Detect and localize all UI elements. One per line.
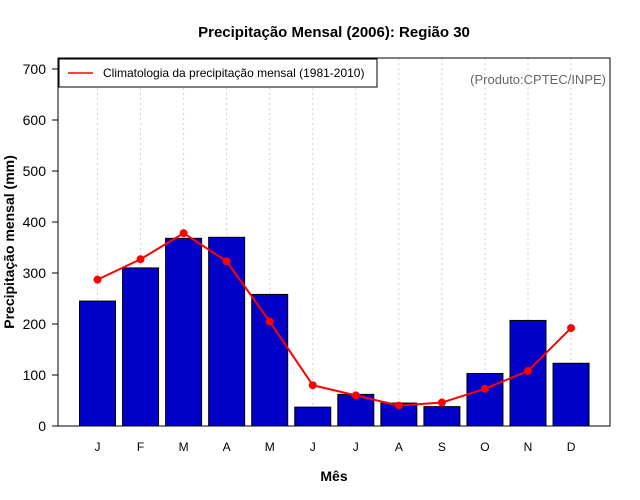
- x-tick-label: J: [95, 440, 101, 454]
- bar-7: [337, 393, 375, 427]
- y-axis: 0 100 200 300 400 500 600 700: [23, 61, 58, 434]
- bar-1: [79, 300, 116, 427]
- bar-10: [466, 372, 504, 427]
- bar-6: [294, 406, 332, 427]
- y-tick-label: 400: [23, 214, 47, 230]
- bar-2: [122, 267, 160, 427]
- legend: Climatologia da precipitação mensal (198…: [58, 58, 378, 88]
- bar-4: [208, 236, 246, 427]
- x-tick-label: F: [137, 440, 144, 454]
- bars: [79, 236, 590, 427]
- legend-entry-climatology: Climatologia da precipitação mensal (198…: [103, 66, 364, 80]
- climatology-point-4: [222, 257, 231, 266]
- bar-5: [251, 293, 289, 427]
- plot-frame: [57, 57, 611, 427]
- y-tick-label: 200: [23, 316, 47, 332]
- x-tick-label: O: [480, 440, 489, 454]
- climatology-point-10: [480, 384, 489, 393]
- climatology-series-line: [97, 232, 572, 407]
- bar-9: [423, 406, 461, 427]
- y-tick-label: 600: [23, 112, 47, 128]
- x-tick-label: J: [353, 440, 359, 454]
- y-tick-label: 100: [23, 367, 47, 383]
- climatology-line: [93, 229, 576, 410]
- climatology-point-7: [351, 391, 360, 400]
- x-tick-label: D: [567, 440, 576, 454]
- climatology-point-1: [93, 275, 102, 284]
- y-tick-label: 700: [23, 61, 47, 77]
- y-tick-label: 300: [23, 265, 47, 281]
- y-tick-label: 0: [38, 418, 46, 434]
- climatology-point-12: [567, 324, 576, 333]
- x-tick-label: S: [438, 440, 446, 454]
- climatology-point-8: [394, 401, 403, 410]
- x-tick-label: J: [310, 440, 316, 454]
- bar-3: [165, 237, 203, 427]
- y-axis-label: Precipitação mensal (mm): [1, 155, 17, 329]
- x-tick-label: A: [395, 440, 403, 454]
- climatology-point-9: [437, 398, 446, 407]
- climatology-point-11: [524, 366, 532, 375]
- climatology-point-5: [265, 317, 274, 326]
- x-tick-label: M: [179, 440, 189, 454]
- source-note: (Produto:CPTEC/INPE): [470, 72, 606, 87]
- climatology-point-3: [179, 229, 188, 238]
- climatology-point-6: [308, 381, 317, 390]
- y-tick-label: 500: [23, 163, 47, 179]
- chart-title: Precipitação Mensal (2006): Região 30: [198, 24, 470, 41]
- x-tick-label: N: [524, 440, 533, 454]
- bar-12: [552, 362, 590, 427]
- x-tick-label: A: [223, 440, 231, 454]
- x-tick-label: M: [265, 440, 275, 454]
- climatology-point-2: [136, 255, 145, 264]
- x-axis-label: Mês: [320, 468, 347, 484]
- legend-box: [58, 58, 378, 88]
